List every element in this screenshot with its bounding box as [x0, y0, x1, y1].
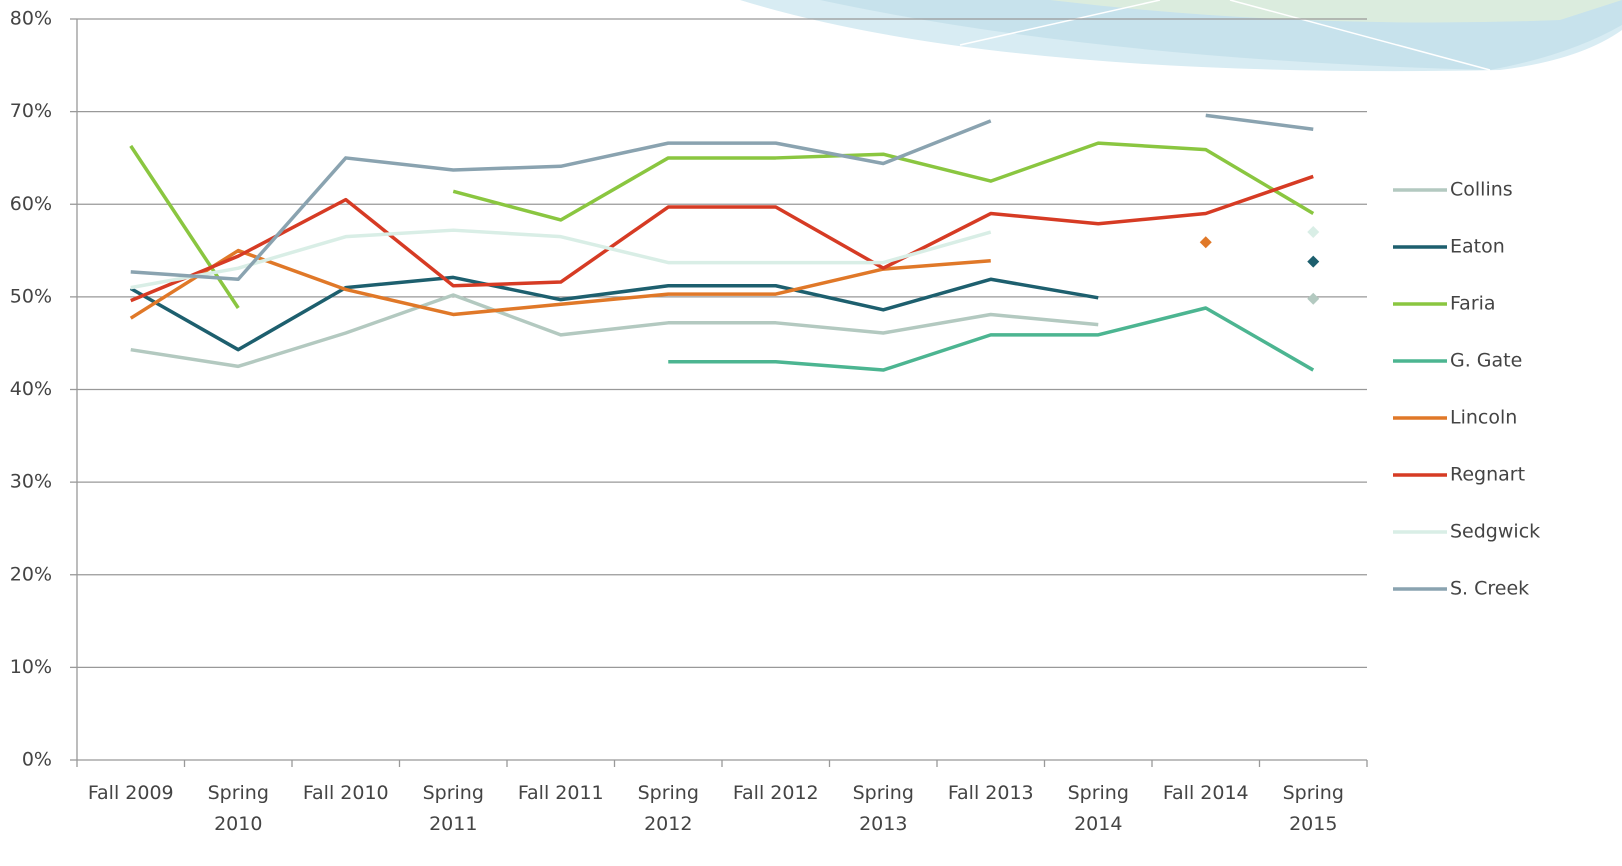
point-marker: [1307, 256, 1319, 268]
point-marker: [1307, 293, 1319, 305]
y-tick-label: 40%: [10, 378, 52, 400]
point-marker: [1307, 226, 1319, 238]
y-tick-label: 70%: [10, 100, 52, 122]
legend-label: Sedgwick: [1450, 521, 1540, 543]
legend-label: Lincoln: [1450, 407, 1517, 429]
series-line: [131, 277, 1099, 349]
y-tick-label: 30%: [10, 471, 52, 493]
series-line: [131, 295, 1099, 366]
x-tick-label: Spring 2015: [1263, 778, 1363, 840]
x-tick-label: Spring 2011: [403, 778, 503, 840]
legend-label: Regnart: [1450, 464, 1525, 486]
point-marker: [1200, 236, 1212, 248]
x-tick-label: Spring 2013: [833, 778, 933, 840]
series-line: [131, 176, 1314, 300]
y-tick-label: 60%: [10, 193, 52, 215]
x-tick-label: Fall 2010: [296, 778, 396, 809]
x-tick-label: Fall 2012: [726, 778, 826, 809]
legend-label: Faria: [1450, 293, 1496, 315]
chart: 0% 10% 20% 30% 40% 50% 60% 70% 80% Collins Eaton Fa…: [0, 0, 1622, 866]
x-tick-label: Spring 2010: [188, 778, 288, 840]
x-tick-label: Spring 2014: [1048, 778, 1148, 840]
y-tick-label: 80%: [10, 8, 52, 30]
legend-label: G. Gate: [1450, 350, 1522, 372]
y-tick-label: 50%: [10, 285, 52, 307]
series-line: [453, 143, 1313, 220]
page: 0% 10% 20% 30% 40% 50% 60% 70% 80% Collins Eaton Fa…: [0, 0, 1622, 866]
y-tick-label: 0%: [22, 749, 52, 771]
legend-label: S. Creek: [1450, 578, 1529, 600]
x-tick-label: Fall 2009: [81, 778, 181, 809]
series-line: [1206, 115, 1314, 129]
x-tick-label: Spring 2012: [618, 778, 718, 840]
legend-label: Eaton: [1450, 236, 1505, 258]
x-tick-label: Fall 2014: [1156, 778, 1256, 809]
series-line: [668, 308, 1313, 370]
decoration: [740, 0, 1622, 71]
x-tick-label: Fall 2013: [941, 778, 1041, 809]
legend-label: Collins: [1450, 179, 1513, 201]
x-tick-label: Fall 2011: [511, 778, 611, 809]
y-tick-label: 10%: [10, 656, 52, 678]
y-tick-label: 20%: [10, 563, 52, 585]
